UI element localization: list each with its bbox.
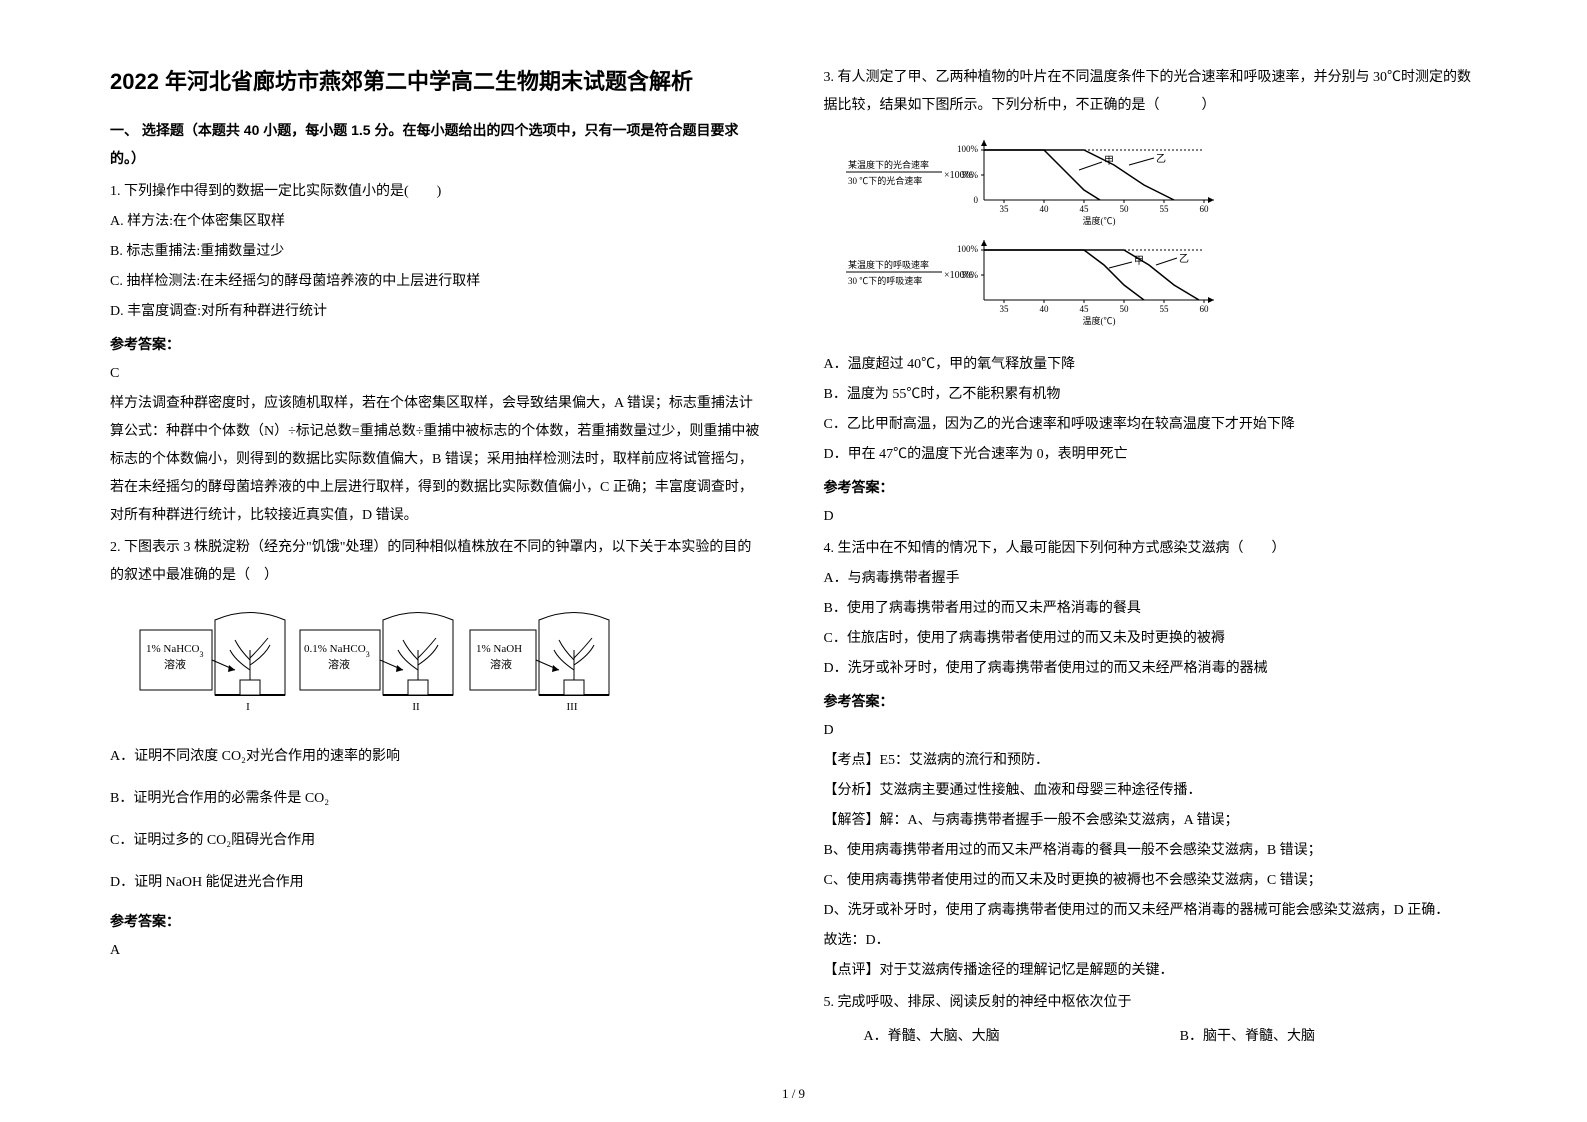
chart1-xt-60: 60 [1199, 204, 1209, 214]
jar2-label-line2: 溶液 [328, 657, 350, 671]
exam-title: 2022 年河北省廊坊市燕郊第二中学高二生物期末试题含解析 [110, 60, 764, 104]
q4-solveC: C、使用病毒携带者使用过的而又未及时更换的被褥也不会感染艾滋病，C 错误； [824, 867, 1478, 895]
right-column: 3. 有人测定了甲、乙两种植物的叶片在不同温度条件下的光合速率和呼吸速率，并分别… [794, 60, 1498, 1092]
q1-answer-label: 参考答案： [110, 330, 764, 358]
q2-optD: D．证明 NaOH 能促进光合作用 [110, 869, 764, 897]
jar2-roman: II [412, 701, 420, 713]
q1-optC: C. 抽样检测法:在未经摇匀的酵母菌培养液的中上层进行取样 [110, 268, 764, 296]
q3-optB: B．温度为 55℃时，乙不能积累有机物 [824, 381, 1478, 409]
q5-options-row: A．脊髓、大脑、大脑 B．脑干、脊髓、大脑 [864, 1023, 1478, 1051]
q4-stem: 4. 生活中在不知情的情况下，人最可能因下列何种方式感染艾滋病（ ） [824, 535, 1478, 563]
temp-chart-svg: 某温度下的光合速率 30 ℃下的光合速率 ×100% 100% [844, 130, 1264, 330]
chart2-yt-100: 100% [957, 244, 979, 254]
chart1-yt-0: 0 [973, 195, 978, 205]
q2-optB: B．证明光合作用的必需条件是 CO₂ [110, 785, 764, 813]
q3-optA: A．温度超过 40℃，甲的氧气释放量下降 [824, 351, 1478, 379]
q5-optA: A．脊髓、大脑、大脑 [864, 1023, 1000, 1051]
chart1-ylabel-den: 30 ℃下的光合速率 [848, 175, 922, 186]
chart1-xt-50: 50 [1119, 204, 1129, 214]
q4-optA: A．与病毒携带者握手 [824, 565, 1478, 593]
chart1-xt-45: 45 [1079, 204, 1089, 214]
chart2-xlabel: 温度(℃) [1082, 315, 1115, 326]
q4-optB: B．使用了病毒携带者用过的而又未严格消毒的餐具 [824, 595, 1478, 623]
jar1-label-line2: 溶液 [164, 657, 186, 671]
chart1-yi: 乙 [1156, 153, 1166, 165]
chart2-xt-60: 60 [1199, 304, 1209, 314]
q1-optB: B. 标志重捕法:重捕数量过少 [110, 238, 764, 266]
q2-stem: 2. 下图表示 3 株脱淀粉（经充分"饥饿"处理）的同种相似植株放在不同的钟罩内… [110, 534, 764, 590]
section-1-heading: 一、 选择题（本题共 40 小题，每小题 1.5 分。在每小题给出的四个选项中，… [110, 116, 764, 172]
q4-answer: D [824, 717, 1478, 745]
q1-explanation: 样方法调查种群密度时，应该随机取样，若在个体密集区取样，会导致结果偏大，A 错误… [110, 390, 764, 530]
q4-solveB: B、使用病毒携带者用过的而又未严格消毒的餐具一般不会感染艾滋病，B 错误； [824, 837, 1478, 865]
jar3-label-line1: 1% NaOH [476, 643, 522, 655]
chart2-xt-35: 35 [999, 304, 1009, 314]
q3-optD: D．甲在 47℃的温度下光合速率为 0，表明甲死亡 [824, 441, 1478, 469]
left-column: 2022 年河北省廊坊市燕郊第二中学高二生物期末试题含解析 一、 选择题（本题共… [90, 60, 794, 1092]
q4-analysis: 【分析】艾滋病主要通过性接触、血液和母婴三种途径传播． [824, 777, 1478, 805]
chart2-xt-40: 40 [1039, 304, 1049, 314]
q4-optD: D．洗牙或补牙时，使用了病毒携带者使用过的而又未经严格消毒的器械 [824, 655, 1478, 683]
q4-solveD: D、洗牙或补牙时，使用了病毒携带者使用过的而又未经严格消毒的器械可能会感染艾滋病… [824, 897, 1478, 925]
chart1-xt-35: 35 [999, 204, 1009, 214]
page-container: 2022 年河北省廊坊市燕郊第二中学高二生物期末试题含解析 一、 选择题（本题共… [0, 0, 1587, 1122]
q1-optD: D. 丰富度调查:对所有种群进行统计 [110, 298, 764, 326]
chart2-yi: 乙 [1179, 253, 1189, 265]
q3-answer: D [824, 503, 1478, 531]
chart2-yt-50: 50% [961, 270, 978, 280]
jar1-roman: I [246, 701, 250, 713]
jar3-label-line2: 溶液 [490, 657, 512, 671]
chart2-ylabel-den: 30 ℃下的呼吸速率 [848, 275, 922, 286]
q4-optC: C．住旅店时，使用了病毒携带者使用过的而又未及时更换的被褥 [824, 625, 1478, 653]
q4-answer-label: 参考答案： [824, 687, 1478, 715]
q1-answer: C [110, 360, 764, 388]
q2-answer: A [110, 937, 764, 965]
q2-optC: C．证明过多的 CO₂阻碍光合作用 [110, 827, 764, 855]
figure-temp-charts: 某温度下的光合速率 30 ℃下的光合速率 ×100% 100% [844, 130, 1478, 341]
q4-solve: 【解答】解：A、与病毒携带者握手一般不会感染艾滋病，A 错误； [824, 807, 1478, 835]
q5-optB: B．脑干、脊髓、大脑 [1180, 1023, 1315, 1051]
q3-answer-label: 参考答案： [824, 473, 1478, 501]
q1-stem: 1. 下列操作中得到的数据一定比实际数值小的是( ) [110, 178, 764, 206]
bell-jar-svg: 1% NaHCO3 溶液 I 0.1% Na [130, 600, 610, 720]
chart2-ylabel-num: 某温度下的呼吸速率 [848, 259, 929, 270]
chart1-yt-50: 50% [961, 170, 978, 180]
q4-point: 【考点】E5：艾滋病的流行和预防． [824, 747, 1478, 775]
chart2-xt-45: 45 [1079, 304, 1089, 314]
chart1-ylabel-num: 某温度下的光合速率 [848, 159, 929, 170]
q1-optA: A. 样方法:在个体密集区取样 [110, 208, 764, 236]
q4-comment: 【点评】对于艾滋病传播途径的理解记忆是解题的关键． [824, 957, 1478, 985]
q3-stem: 3. 有人测定了甲、乙两种植物的叶片在不同温度条件下的光合速率和呼吸速率，并分别… [824, 64, 1478, 120]
jar3-roman: III [567, 701, 578, 713]
q5-stem: 5. 完成呼吸、排尿、阅读反射的神经中枢依次位于 [824, 989, 1478, 1017]
chart2-xt-55: 55 [1159, 304, 1169, 314]
q3-optC: C．乙比甲耐高温，因为乙的光合速率和呼吸速率均在较高温度下才开始下降 [824, 411, 1478, 439]
chart1-xt-55: 55 [1159, 204, 1169, 214]
q2-optA: A．证明不同浓度 CO₂对光合作用的速率的影响 [110, 743, 764, 771]
figure-bell-jars: 1% NaHCO3 溶液 I 0.1% Na [130, 600, 764, 731]
chart1-xt-40: 40 [1039, 204, 1049, 214]
page-number: 1 / 9 [782, 1086, 805, 1102]
q4-ansline: 故选：D． [824, 927, 1478, 955]
chart1-xlabel: 温度(℃) [1082, 215, 1115, 226]
chart2-xt-50: 50 [1119, 304, 1129, 314]
q2-answer-label: 参考答案： [110, 907, 764, 935]
chart1-yt-100: 100% [957, 144, 979, 154]
